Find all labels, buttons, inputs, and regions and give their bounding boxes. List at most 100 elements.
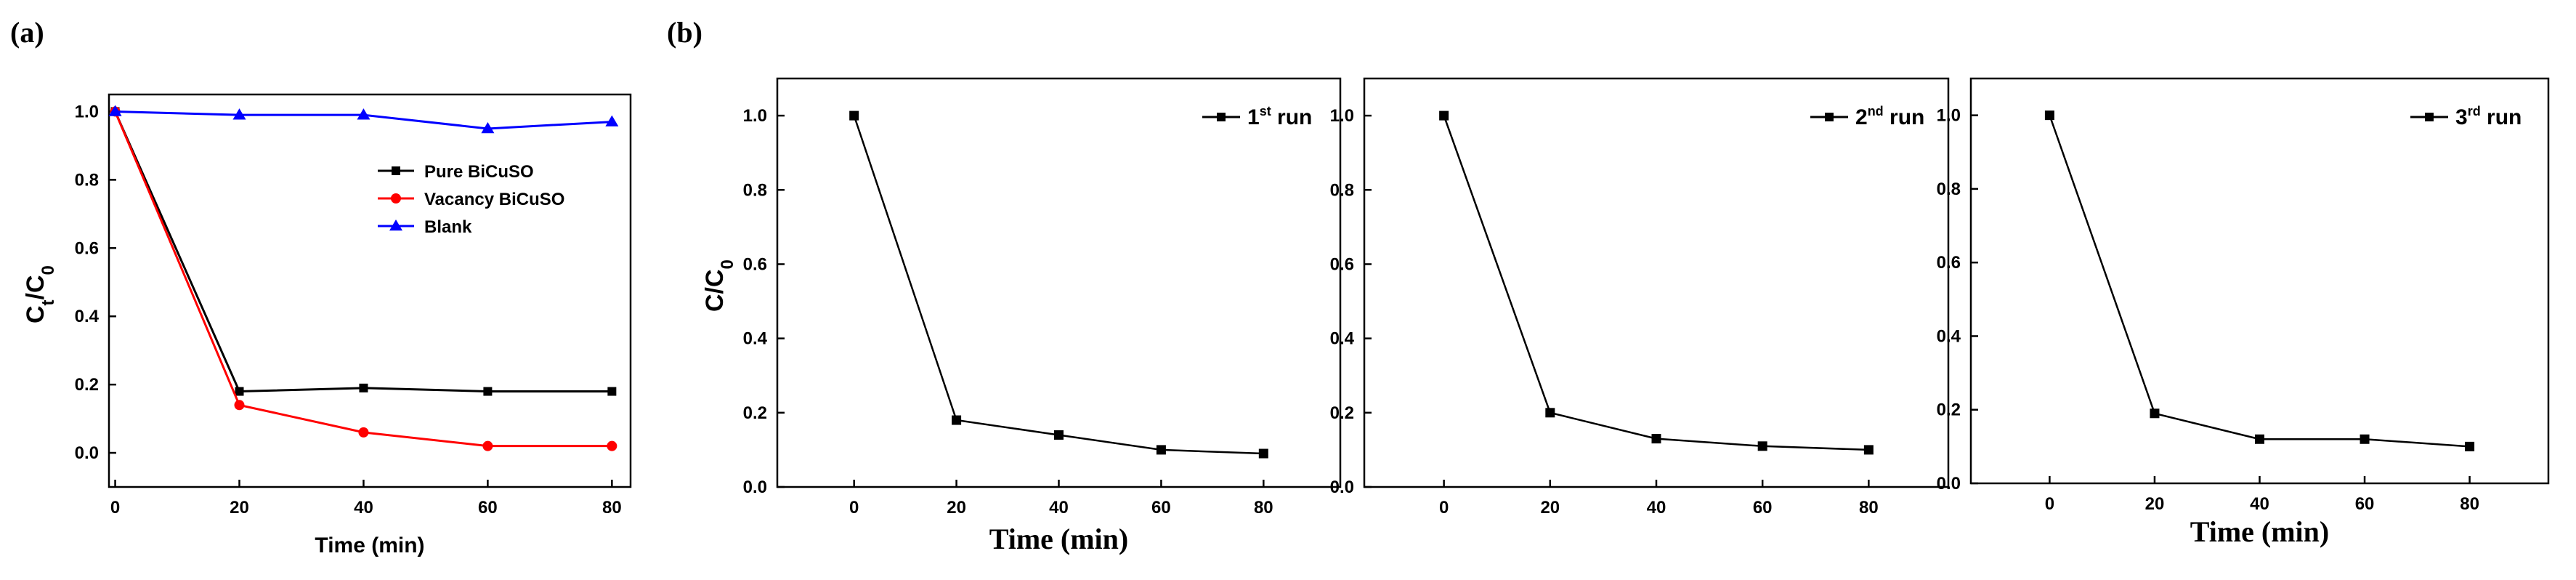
x-tick-label: 40 xyxy=(2250,494,2269,514)
data-point xyxy=(952,415,962,425)
x-tick-label: 0 xyxy=(2045,494,2054,514)
legend-marker xyxy=(2425,113,2434,121)
y-tick-label: 0.4 xyxy=(743,329,768,349)
y-tick-label: 1.0 xyxy=(1937,106,1961,126)
x-tick-label: 60 xyxy=(1151,498,1171,517)
legend-entry: 3rd run xyxy=(2455,104,2522,129)
y-axis-title: C/C0 xyxy=(701,259,737,312)
series-line xyxy=(853,115,1264,455)
data-point xyxy=(234,400,245,411)
x-tick-label: 40 xyxy=(1647,498,1666,517)
chart-2: 0 20 40 60 80 0.0 0.2 0.4 0.6 0.8 1.0 Time (min) C/C… xyxy=(701,77,1342,555)
data-point xyxy=(235,387,244,396)
legend-marker xyxy=(1217,113,1226,121)
y-tick-label: 0.2 xyxy=(75,375,99,395)
y-tick-label: 0.6 xyxy=(1330,254,1354,274)
data-point xyxy=(2255,434,2264,444)
x-tick-label: 80 xyxy=(1254,498,1273,517)
y-tick-label: 0.0 xyxy=(743,478,767,497)
x-axis-title: Time (min) xyxy=(315,533,424,557)
x-tick-label: 40 xyxy=(354,498,373,517)
y-tick-label: 0.4 xyxy=(1330,329,1355,349)
y-tick-label: 1.0 xyxy=(1330,106,1354,126)
data-point xyxy=(1054,430,1064,440)
data-point xyxy=(2465,441,2475,451)
data-point xyxy=(358,427,369,438)
y-tick-label: 0.8 xyxy=(1937,180,1961,199)
data-point xyxy=(483,387,493,396)
x-tick-label: 20 xyxy=(947,498,966,517)
data-point xyxy=(1258,448,1268,459)
x-tick-label: 60 xyxy=(478,498,498,517)
y-tick-label: 0.0 xyxy=(75,443,99,463)
legend-entry: 1st run xyxy=(1247,104,1312,129)
data-point xyxy=(2044,110,2054,121)
chart-1: 0 20 40 60 80 0.0 0.2 0.4 0.6 0.8 1.0 Time (min) Ct/… xyxy=(22,93,632,557)
data-point xyxy=(1863,445,1874,455)
y-tick-label: 0.6 xyxy=(75,238,99,258)
data-point xyxy=(849,110,859,121)
y-tick-label: 0.6 xyxy=(1937,253,1961,273)
x-tick-label: 80 xyxy=(2460,494,2479,514)
legend-marker xyxy=(389,219,402,231)
data-point xyxy=(607,387,617,396)
x-axis-title: Time (min) xyxy=(989,523,1128,555)
panel-label-b: (b) xyxy=(667,16,702,49)
data-point xyxy=(605,115,619,126)
y-tick-label: 0.6 xyxy=(743,254,767,274)
y-tick-label: 0.8 xyxy=(1330,180,1354,200)
data-point xyxy=(1156,445,1166,455)
x-tick-label: 60 xyxy=(1753,498,1773,517)
data-point xyxy=(2360,434,2370,444)
chart-4: 0 20 40 60 80 0.0 0.2 0.4 0.6 0.8 1.0 Time (min) 3rd… xyxy=(1937,77,2550,548)
legend-entry: Pure BiCuSO xyxy=(424,162,534,182)
series-line xyxy=(114,110,612,393)
legend-entry: 2nd run xyxy=(1855,104,1924,129)
y-tick-label: 0.2 xyxy=(1330,403,1354,423)
x-tick-label: 0 xyxy=(1439,498,1449,517)
legend-entry: Blank xyxy=(424,217,472,237)
y-tick-label: 0.4 xyxy=(75,307,100,326)
data-point xyxy=(357,108,370,120)
series-line xyxy=(2049,115,2470,448)
y-tick-label: 1.0 xyxy=(75,102,99,121)
legend-entry: Vacancy BiCuSO xyxy=(424,190,564,209)
x-tick-label: 0 xyxy=(110,498,120,517)
y-tick-label: 0.4 xyxy=(1937,326,1961,346)
y-tick-label: 0.8 xyxy=(75,170,99,190)
y-tick-label: 0.2 xyxy=(1937,400,1961,420)
x-tick-label: 40 xyxy=(1049,498,1069,517)
data-point xyxy=(232,108,246,120)
plot-frame xyxy=(108,93,632,488)
x-axis-title: Time (min) xyxy=(2190,515,2329,548)
chart-3: 0 20 40 60 80 0.0 0.2 0.4 0.6 0.8 1.0 2nd run xyxy=(1330,77,1950,517)
data-point xyxy=(2150,408,2160,419)
y-tick-label: 0.8 xyxy=(743,180,767,200)
y-axis-title: Ct/C0 xyxy=(22,265,58,323)
data-point xyxy=(1439,110,1449,121)
data-point xyxy=(359,383,368,392)
x-tick-label: 80 xyxy=(1859,498,1879,517)
data-point xyxy=(1757,441,1767,451)
data-point xyxy=(1651,434,1661,444)
data-point xyxy=(607,440,617,451)
x-tick-label: 60 xyxy=(2355,494,2375,514)
x-tick-label: 80 xyxy=(602,498,622,517)
data-point xyxy=(1545,408,1555,418)
x-tick-label: 20 xyxy=(1540,498,1560,517)
y-tick-label: 0.0 xyxy=(1937,474,1961,494)
y-tick-label: 0.2 xyxy=(743,403,767,423)
y-tick-label: 1.0 xyxy=(743,106,767,126)
panel-label-a: (a) xyxy=(10,16,44,49)
legend-marker xyxy=(391,193,401,204)
data-point xyxy=(108,105,122,116)
x-tick-label: 0 xyxy=(849,498,859,517)
data-point xyxy=(481,121,495,134)
series-line xyxy=(1443,115,1869,451)
legend-marker xyxy=(1825,113,1834,121)
x-tick-label: 20 xyxy=(230,498,249,517)
x-tick-label: 20 xyxy=(2145,494,2165,514)
data-point xyxy=(482,440,493,451)
legend-marker xyxy=(392,166,400,175)
